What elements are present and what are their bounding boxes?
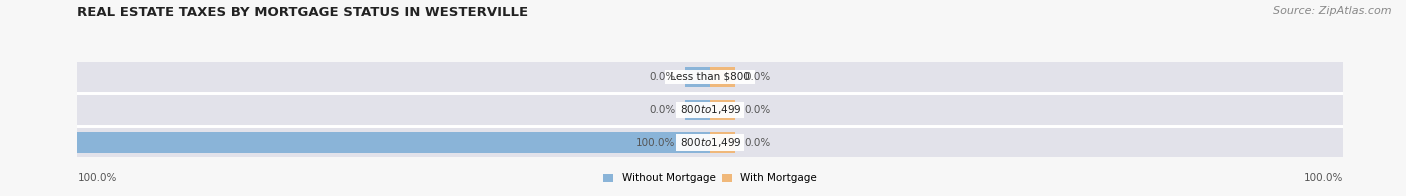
Text: 0.0%: 0.0% (745, 138, 770, 148)
Bar (685, 132, 710, 153)
Text: 0.0%: 0.0% (745, 105, 770, 115)
Text: 0.0%: 0.0% (650, 72, 675, 82)
Bar (710, 67, 735, 87)
Bar (77, 95, 1343, 124)
Bar (710, 132, 735, 153)
Legend: Without Mortgage, With Mortgage: Without Mortgage, With Mortgage (603, 173, 817, 183)
Bar (77, 62, 1343, 92)
Bar (685, 67, 710, 87)
Text: 0.0%: 0.0% (650, 105, 675, 115)
Bar (77, 132, 710, 153)
Text: 100.0%: 100.0% (636, 138, 675, 148)
Text: $800 to $1,499: $800 to $1,499 (678, 136, 742, 149)
Text: 0.0%: 0.0% (745, 72, 770, 82)
Bar (710, 100, 735, 120)
Text: 100.0%: 100.0% (1303, 173, 1343, 183)
Bar (77, 128, 1343, 157)
Bar (685, 100, 710, 120)
Text: 100.0%: 100.0% (77, 173, 117, 183)
Text: $800 to $1,499: $800 to $1,499 (678, 103, 742, 116)
Text: Source: ZipAtlas.com: Source: ZipAtlas.com (1274, 6, 1392, 16)
Text: REAL ESTATE TAXES BY MORTGAGE STATUS IN WESTERVILLE: REAL ESTATE TAXES BY MORTGAGE STATUS IN … (77, 6, 529, 19)
Text: Less than $800: Less than $800 (666, 72, 754, 82)
